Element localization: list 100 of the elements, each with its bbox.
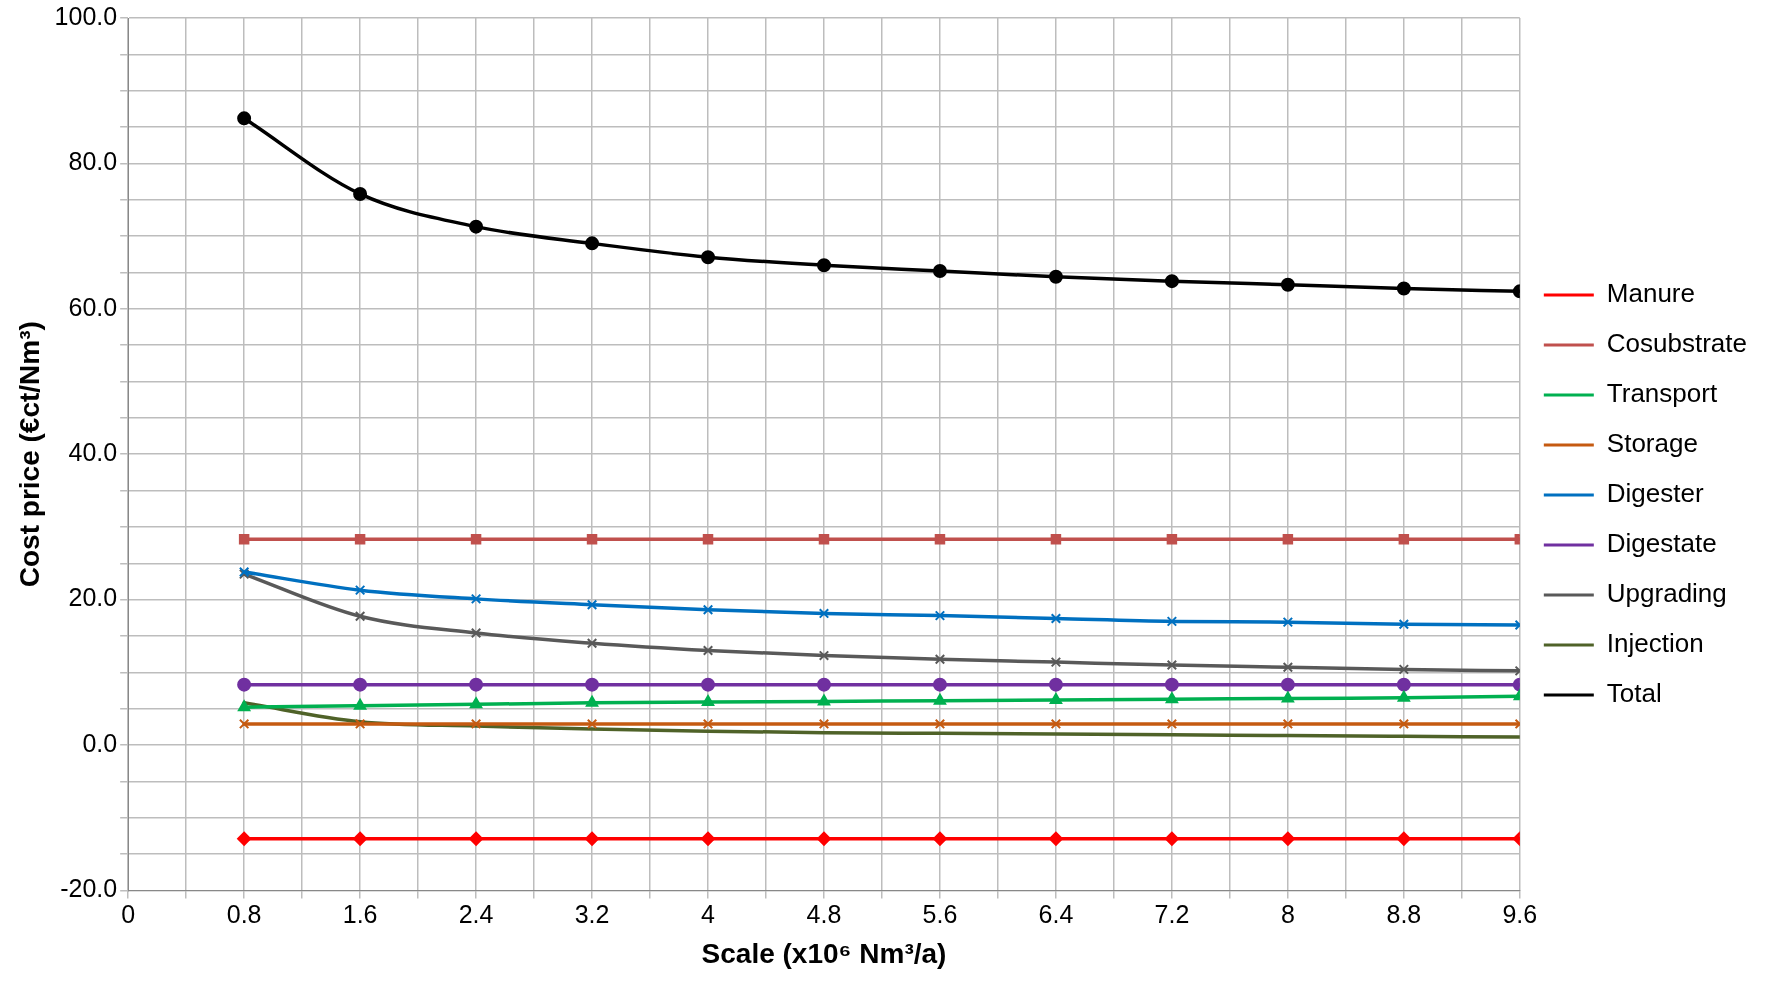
point	[1398, 619, 1410, 630]
point	[585, 695, 599, 707]
point	[469, 219, 484, 234]
point	[1164, 831, 1179, 846]
point	[237, 700, 251, 712]
point	[238, 534, 250, 545]
point	[934, 653, 946, 665]
point	[353, 698, 367, 710]
point	[586, 718, 598, 730]
y-tick-label: 100.0	[54, 1, 118, 30]
point	[470, 627, 482, 639]
x-tick-label: 0	[121, 900, 136, 929]
point	[1282, 616, 1294, 628]
point	[1164, 677, 1179, 692]
point	[586, 534, 598, 545]
point	[1397, 690, 1411, 702]
point	[933, 693, 947, 705]
x-axis-title: Scale (x10⁶ Nm³/a)	[701, 937, 947, 969]
point	[932, 264, 947, 278]
point	[701, 677, 716, 692]
point	[1166, 659, 1178, 671]
x-tick-label: 0.8	[226, 900, 262, 929]
y-tick-label: 60.0	[68, 292, 118, 321]
point	[1396, 677, 1411, 692]
point	[1280, 831, 1295, 846]
point	[353, 186, 368, 201]
legend-label: Total	[1606, 678, 1662, 709]
y-tick-label: 40.0	[68, 438, 118, 467]
point	[469, 831, 484, 846]
point	[585, 236, 600, 251]
point	[934, 610, 946, 621]
point	[586, 599, 598, 610]
point	[1049, 692, 1063, 704]
y-tick-label: -20.0	[60, 874, 118, 903]
point	[816, 677, 831, 692]
x-tick-label: 4.8	[806, 900, 842, 929]
point	[1396, 281, 1411, 296]
point	[354, 584, 366, 596]
point	[702, 534, 714, 545]
point	[1050, 534, 1062, 545]
point	[818, 650, 830, 661]
y-tick-label: 0.0	[82, 728, 118, 757]
legend-label: Injection	[1606, 628, 1704, 659]
y-axis-title: Cost price (€ct/Nm³)	[13, 321, 45, 588]
point	[1280, 677, 1295, 692]
point	[1048, 677, 1063, 692]
legend-label: Upgrading	[1606, 578, 1727, 609]
y-tick-label: 80.0	[68, 147, 118, 176]
point	[1050, 718, 1062, 730]
point	[1398, 718, 1410, 730]
point	[934, 718, 946, 730]
point	[238, 718, 250, 730]
point	[1166, 616, 1178, 627]
point	[469, 697, 483, 709]
point	[818, 608, 830, 619]
x-tick-label: 8.8	[1386, 900, 1422, 929]
point	[237, 677, 252, 692]
point	[702, 604, 714, 616]
point	[816, 258, 831, 273]
point	[1282, 718, 1294, 730]
point	[1165, 692, 1179, 704]
x-tick-label: 8	[1280, 900, 1295, 929]
point	[585, 677, 600, 692]
point	[817, 694, 831, 706]
point	[354, 611, 366, 622]
point	[1281, 691, 1295, 703]
point	[1050, 656, 1062, 668]
point	[1398, 664, 1410, 675]
point	[353, 677, 368, 692]
point	[237, 111, 252, 126]
y-tick-label: 20.0	[68, 583, 118, 612]
point	[470, 593, 482, 605]
point	[470, 534, 482, 545]
point	[1048, 831, 1063, 846]
point	[818, 534, 830, 545]
point	[469, 677, 484, 692]
x-tick-label: 5.6	[922, 900, 958, 929]
point	[1050, 613, 1062, 624]
point	[1282, 534, 1294, 545]
point	[701, 831, 716, 846]
point	[702, 718, 714, 730]
point	[470, 718, 482, 730]
point	[353, 831, 368, 846]
point	[1164, 274, 1179, 289]
legend-label: Cosubstrate	[1606, 328, 1748, 359]
x-tick-label: 1.6	[342, 900, 378, 929]
point	[586, 637, 598, 649]
point	[1282, 661, 1294, 673]
point	[932, 831, 947, 846]
legend-label: Digester	[1606, 478, 1704, 509]
x-tick-label: 7.2	[1154, 900, 1190, 929]
point	[1166, 534, 1178, 545]
legend-label: Manure	[1606, 278, 1695, 309]
x-tick-label: 9.6	[1502, 900, 1538, 929]
point	[701, 250, 716, 265]
point	[1166, 718, 1178, 730]
point	[1280, 277, 1295, 292]
point	[934, 534, 946, 545]
point	[237, 831, 252, 846]
legend-label: Digestate	[1606, 528, 1717, 559]
